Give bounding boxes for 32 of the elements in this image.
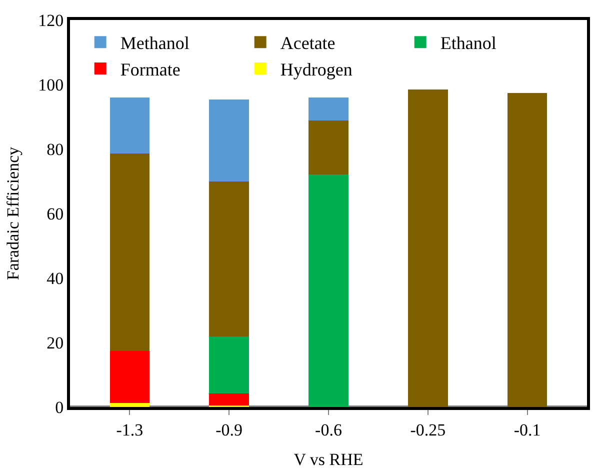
legend-label: Acetate <box>280 33 336 54</box>
y-tick-label: 0 <box>55 398 64 417</box>
legend-label: Hydrogen <box>280 59 352 80</box>
legend-label: Formate <box>120 59 180 80</box>
bar <box>110 154 150 351</box>
bar <box>110 97 150 154</box>
legend-label: Methanol <box>120 33 190 54</box>
bar <box>209 393 249 406</box>
x-axis-title: V vs RHE <box>294 450 364 469</box>
x-tick-label: -0.25 <box>410 420 446 440</box>
legend-label: Ethanol <box>440 33 496 54</box>
x-tick-label: -0.6 <box>315 420 342 440</box>
y-tick-label: 60 <box>46 204 64 224</box>
y-tick-label: 120 <box>38 10 64 30</box>
x-tick-label: -0.9 <box>216 420 243 440</box>
bar <box>308 120 348 174</box>
bar <box>209 336 249 394</box>
bar <box>209 99 249 182</box>
bar <box>110 403 150 407</box>
bar <box>408 89 448 407</box>
y-tick-label: 80 <box>46 140 64 159</box>
bar <box>507 93 548 407</box>
y-tick-label: 40 <box>46 268 64 288</box>
bar <box>308 97 348 120</box>
y-tick-label: 20 <box>46 333 64 352</box>
x-tick-label: -0.1 <box>514 420 541 440</box>
bar <box>209 181 249 337</box>
y-axis-title: Faradaic Efficiency <box>4 146 23 280</box>
bar <box>308 174 348 407</box>
x-tick-label: -1.3 <box>116 420 144 440</box>
y-tick-label: 100 <box>38 75 64 94</box>
bar <box>110 350 150 404</box>
